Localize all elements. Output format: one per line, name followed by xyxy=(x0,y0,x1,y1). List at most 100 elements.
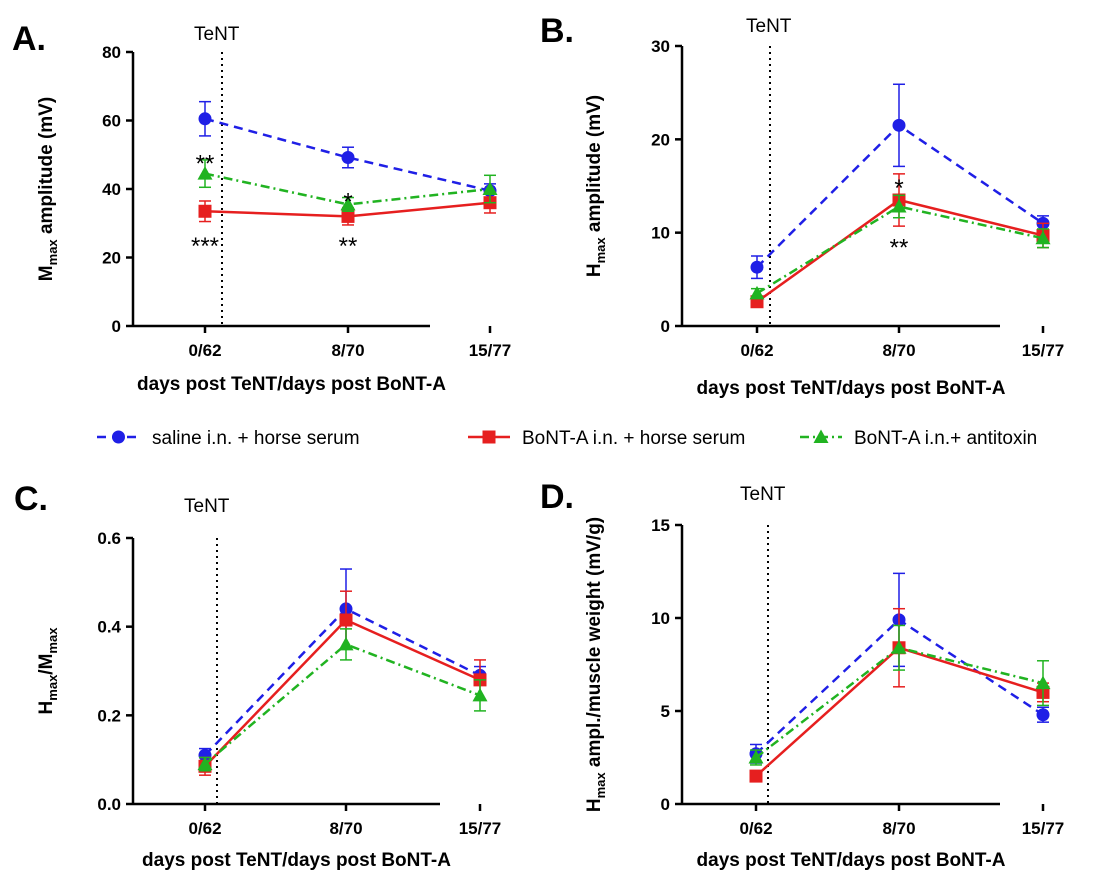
data-point xyxy=(197,756,213,771)
x-tick-label: 8/70 xyxy=(882,341,915,360)
significance-marker: ** xyxy=(890,235,909,262)
y-tick-label: 0.0 xyxy=(97,795,121,814)
y-tick-label: 0.4 xyxy=(97,618,121,637)
tent-label: TeNT xyxy=(184,496,230,517)
tent-label: TeNT xyxy=(194,24,240,45)
legend-marker xyxy=(112,430,125,444)
series-1 xyxy=(198,568,487,763)
y-tick-label: 80 xyxy=(102,43,121,62)
x-axis-title: days post TeNT/days post BoNT-A xyxy=(697,378,1006,399)
y-tick-label: 20 xyxy=(651,130,670,149)
x-tick-label: 15/77 xyxy=(459,819,502,838)
panel-letter: B. xyxy=(540,12,574,50)
legend: saline i.n. + horse serum BoNT-A i.n. + h… xyxy=(97,428,1037,449)
panel-d: D. 0 5 10 15 0/62 8/70 15/77 days post TeNT/days… xyxy=(540,478,1064,871)
y-tick-label: 10 xyxy=(651,609,670,628)
y-tick-label: 20 xyxy=(102,249,121,268)
data-point xyxy=(1036,708,1050,722)
data-point xyxy=(340,196,356,211)
series-line xyxy=(204,607,481,757)
data-point xyxy=(472,687,488,702)
y-tick-label: 0 xyxy=(661,795,670,814)
legend-label: BoNT-A i.n.+ antitoxin xyxy=(854,428,1037,449)
data-point xyxy=(748,750,764,764)
x-tick-label: 0/62 xyxy=(739,819,772,838)
legend-item: saline i.n. + horse serum xyxy=(97,428,360,449)
tent-label: TeNT xyxy=(746,16,792,37)
panel-a: A. 0 20 40 60 80 0/62 8/70 15/77 days post TeNT/d… xyxy=(12,20,511,395)
significance-marker: *** xyxy=(191,233,219,260)
y-tick-label: 40 xyxy=(102,180,121,199)
significance-marker: * xyxy=(894,175,903,202)
legend-marker xyxy=(482,430,496,444)
data-point xyxy=(341,150,355,164)
data-point xyxy=(749,769,763,783)
legend-label: saline i.n. + horse serum xyxy=(152,428,360,449)
data-point xyxy=(482,181,498,195)
x-tick-label: 15/77 xyxy=(1022,819,1065,838)
x-axis-title: days post TeNT/days post BoNT-A xyxy=(142,850,451,871)
series-3 xyxy=(748,624,1051,766)
panel-letter: A. xyxy=(12,20,46,58)
y-tick-label: 60 xyxy=(102,112,121,131)
panel-b: B. 0 10 20 30 0/62 8/70 15/77 days post TeNT/day… xyxy=(540,12,1064,399)
data-point xyxy=(1035,230,1051,245)
x-tick-label: 8/70 xyxy=(329,819,362,838)
legend-item: BoNT-A i.n. + horse serum xyxy=(468,428,745,449)
series-3 xyxy=(197,628,488,772)
series-3 xyxy=(197,159,498,213)
y-tick-label: 5 xyxy=(661,702,670,721)
data-point xyxy=(339,613,353,627)
significance-marker: ** xyxy=(196,151,215,178)
data-point xyxy=(198,112,212,126)
y-axis-title: Hmax amplitude (mV) xyxy=(584,95,608,277)
y-tick-label: 0 xyxy=(112,317,121,336)
panel-c: C. 0.0 0.2 0.4 0.6 0/62 8/70 15/77 days post TeN… xyxy=(14,480,501,871)
y-tick-label: 0.2 xyxy=(97,706,121,725)
legend-label: BoNT-A i.n. + horse serum xyxy=(522,428,745,449)
data-point xyxy=(892,118,906,132)
x-tick-label: 0/62 xyxy=(188,819,221,838)
significance-marker: ** xyxy=(339,233,358,260)
x-tick-label: 0/62 xyxy=(188,341,221,360)
series-2 xyxy=(198,590,487,776)
series-line xyxy=(755,646,1044,759)
x-axis-title: days post TeNT/days post BoNT-A xyxy=(137,374,446,395)
y-tick-label: 10 xyxy=(651,224,670,243)
y-tick-label: 30 xyxy=(651,37,670,56)
y-tick-label: 0 xyxy=(661,317,670,336)
data-point xyxy=(891,199,907,213)
series-line xyxy=(204,117,491,192)
tent-label: TeNT xyxy=(740,484,786,505)
series-line xyxy=(204,618,481,768)
y-axis-title: Hmax/Mmax xyxy=(36,627,60,715)
y-tick-label: 0.6 xyxy=(97,529,121,548)
series-1 xyxy=(198,100,497,199)
legend-item: BoNT-A i.n.+ antitoxin xyxy=(800,428,1037,449)
y-tick-label: 15 xyxy=(651,516,670,535)
series-3 xyxy=(749,194,1051,300)
data-point xyxy=(749,285,765,300)
data-point xyxy=(750,260,764,274)
x-tick-label: 8/70 xyxy=(331,341,364,360)
y-axis-title: Hmax ampl./muscle weight (mV/g) xyxy=(584,517,608,812)
x-tick-label: 8/70 xyxy=(882,819,915,838)
series-1 xyxy=(750,83,1050,280)
data-point xyxy=(341,209,355,223)
data-point xyxy=(1035,675,1051,690)
data-point xyxy=(198,748,212,762)
panel-letter: C. xyxy=(14,480,48,518)
legend-marker xyxy=(813,429,829,443)
panels: A. 0 20 40 60 80 0/62 8/70 15/77 days post TeNT/d… xyxy=(12,12,1064,871)
y-axis-title: Mmax amplitude (mV) xyxy=(36,97,60,281)
significance-marker: * xyxy=(343,188,352,215)
data-point xyxy=(891,640,907,654)
x-tick-label: 15/77 xyxy=(1022,341,1065,360)
panel-letter: D. xyxy=(540,478,574,516)
x-tick-label: 15/77 xyxy=(469,341,512,360)
data-point xyxy=(338,636,354,651)
x-axis-title: days post TeNT/days post BoNT-A xyxy=(697,850,1006,871)
data-point xyxy=(197,166,213,180)
x-tick-label: 0/62 xyxy=(740,341,773,360)
